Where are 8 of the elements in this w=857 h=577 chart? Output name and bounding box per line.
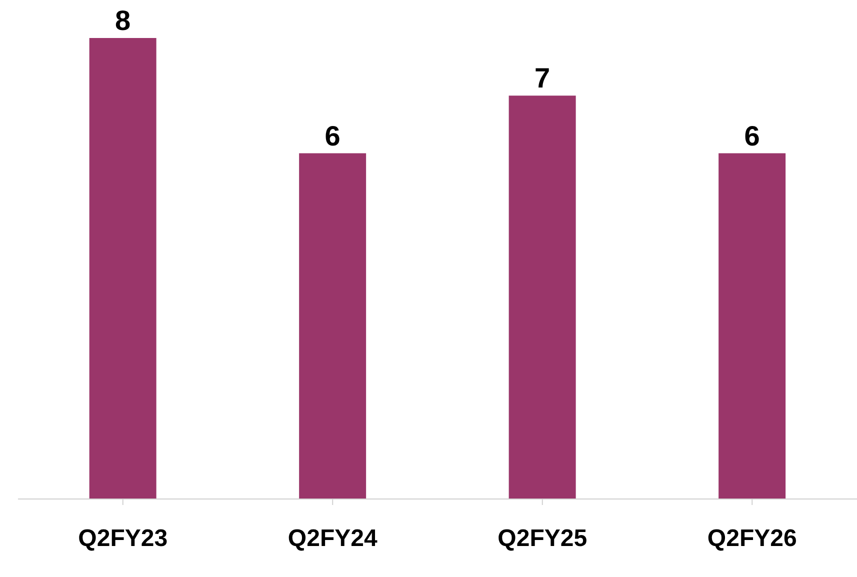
data-label: 7 [534,62,550,94]
data-label: 8 [115,5,131,36]
x-tick-label: Q2FY24 [288,525,378,552]
x-tick-label: Q2FY23 [78,525,168,552]
x-tick-label: Q2FY26 [707,525,797,552]
x-tick-label: Q2FY25 [498,525,588,552]
data-label: 6 [744,120,760,152]
data-label: 6 [324,120,340,152]
